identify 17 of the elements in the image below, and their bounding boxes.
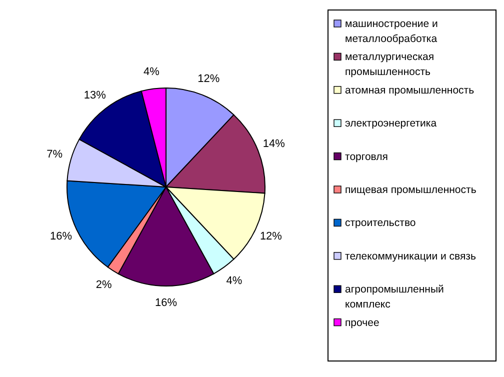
legend-label: прочее bbox=[345, 316, 380, 329]
legend-label: строительство bbox=[345, 216, 416, 229]
data-label: 12% bbox=[260, 230, 282, 242]
data-label: 16% bbox=[50, 230, 72, 242]
data-label: 4% bbox=[144, 66, 160, 78]
data-label: 12% bbox=[198, 73, 220, 86]
legend-label: пищевая промышленность bbox=[345, 184, 477, 196]
data-label: 2% bbox=[96, 278, 112, 291]
data-label: 14% bbox=[262, 138, 286, 150]
data-label: 4% bbox=[226, 274, 242, 287]
legend-label: торговля bbox=[345, 150, 388, 163]
legend-label: атомная промышленность bbox=[345, 84, 475, 96]
data-label: 16% bbox=[154, 296, 178, 309]
data-label: 7% bbox=[46, 148, 63, 161]
data-label: 13% bbox=[84, 89, 106, 102]
legend-label: телекоммуникации и связь bbox=[345, 250, 476, 262]
legend-label: электроэнергетика bbox=[345, 117, 437, 130]
